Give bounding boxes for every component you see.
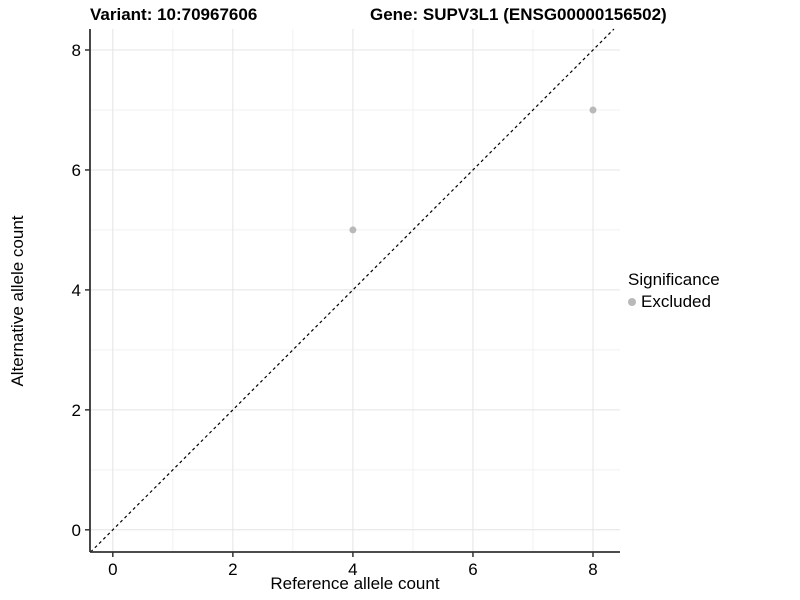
y-tick-label: 0 bbox=[72, 521, 81, 540]
x-axis-title: Reference allele count bbox=[270, 574, 440, 593]
x-tick-label: 6 bbox=[468, 560, 477, 579]
variant-title: Variant: 10:70967606 bbox=[90, 5, 258, 24]
legend-item-excluded: Excluded bbox=[628, 292, 720, 312]
x-tick-label: 2 bbox=[228, 560, 237, 579]
y-tick-label: 8 bbox=[72, 41, 81, 60]
excluded-marker-icon bbox=[628, 298, 636, 306]
y-tick-label: 4 bbox=[72, 281, 81, 300]
legend-title: Significance bbox=[628, 270, 720, 289]
y-axis-title: Alternative allele count bbox=[8, 215, 27, 387]
identity-line bbox=[90, 28, 615, 553]
y-tick-label: 2 bbox=[72, 401, 81, 420]
y-tick-label: 6 bbox=[72, 161, 81, 180]
data-point bbox=[349, 226, 357, 234]
legend: Significance Excluded bbox=[628, 270, 720, 312]
x-tick-label: 4 bbox=[348, 560, 357, 579]
x-tick-label: 8 bbox=[588, 560, 597, 579]
legend-item-label: Excluded bbox=[641, 292, 711, 311]
x-tick-label: 0 bbox=[108, 560, 117, 579]
data-point bbox=[589, 106, 597, 114]
gene-title: Gene: SUPV3L1 (ENSG00000156502) bbox=[370, 5, 667, 24]
